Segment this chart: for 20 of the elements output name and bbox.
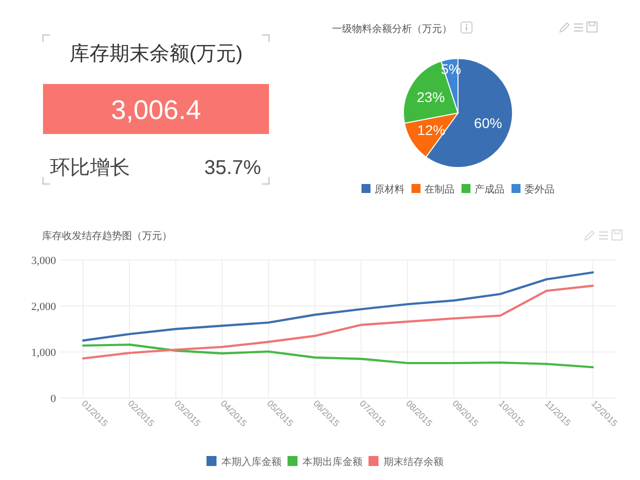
y-tick-label: 0 [50,393,56,405]
text: 35.7% [204,157,262,179]
legend-label: 在制品 [424,184,454,196]
chart-title: 一级物料余额分析（万元） [332,23,452,35]
legend-label: 原材料 [374,184,404,196]
y-tick-label: 1,000 [31,347,56,359]
legend-label: 产成品 [474,184,504,196]
y-tick-label: 3,000 [31,255,56,267]
data-label: 12% [417,122,446,138]
legend-label: 期末结存余额 [384,456,444,468]
text: 库存期末余额(万元) [69,43,243,65]
chart-title: 库存收发结存趋势图（万元） [42,230,172,242]
data-label: 23% [416,88,445,105]
legend-label: 本期出库金额 [302,456,362,468]
y-tick-label: 2,000 [31,301,56,313]
text: 环比增长 [50,157,130,179]
legend-label: 委外品 [524,184,554,196]
data-label: 60% [474,114,502,131]
text: 3,006.4 [110,95,202,125]
legend-label: 本期入库金额 [222,456,282,468]
